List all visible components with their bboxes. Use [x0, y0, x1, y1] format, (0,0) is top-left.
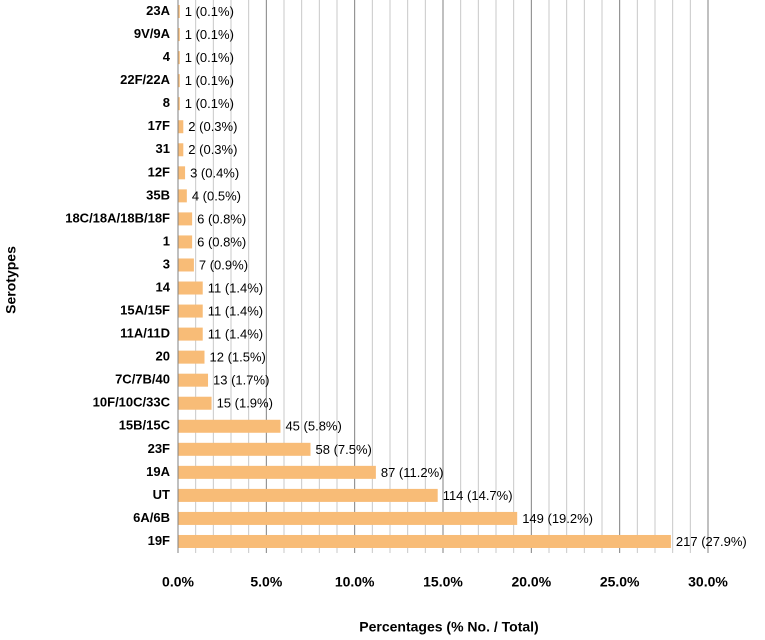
bar: [178, 281, 203, 295]
data-label: 2 (0.3%): [188, 119, 237, 134]
y-tick-label: 6A/6B: [133, 510, 170, 525]
x-tick-label: 10.0%: [335, 574, 375, 590]
y-tick-label: 12F: [148, 164, 170, 179]
x-tick-label: 15.0%: [423, 574, 463, 590]
y-tick-label: 4: [163, 49, 171, 64]
data-label: 11 (1.4%): [208, 280, 263, 295]
bar: [178, 51, 180, 65]
bar: [178, 28, 180, 42]
bar: [178, 373, 209, 387]
bar: [178, 120, 184, 134]
data-label: 15 (1.9%): [217, 396, 273, 411]
x-tick-label: 25.0%: [600, 574, 640, 590]
bar: [178, 304, 203, 318]
bar: [178, 166, 186, 180]
data-label: 13 (1.7%): [213, 373, 269, 388]
y-tick-label: 11A/11D: [120, 326, 170, 341]
x-tick-label: 0.0%: [162, 574, 194, 590]
data-label: 45 (5.8%): [285, 419, 341, 434]
data-label: 1 (0.1%): [185, 27, 234, 42]
y-tick-label: 3: [163, 256, 170, 271]
y-tick-label: 19F: [148, 533, 170, 548]
bar: [178, 235, 193, 249]
y-tick-label: 8: [163, 95, 170, 110]
y-tick-label: 18C/18A/18B/18F: [65, 210, 170, 225]
data-label: 7 (0.9%): [199, 257, 248, 272]
y-tick-label: 23F: [148, 441, 170, 456]
y-tick-label: 22F/22A: [120, 72, 170, 87]
y-tick-label: 31: [156, 141, 170, 156]
y-tick-label: 1: [163, 233, 170, 248]
y-axis-title: Serotypes: [3, 246, 19, 314]
data-label: 149 (19.2%): [522, 511, 593, 526]
bar: [178, 74, 180, 88]
data-label: 217 (27.9%): [676, 534, 747, 549]
y-tick-label: 15B/15C: [119, 418, 171, 433]
data-label: 87 (11.2%): [381, 465, 444, 480]
y-tick-label: 19A: [146, 464, 170, 479]
data-label: 11 (1.4%): [208, 327, 263, 342]
data-label: 3 (0.4%): [190, 165, 239, 180]
bar: [178, 143, 184, 157]
bar: [178, 442, 311, 456]
y-tick-label: 7C/7B/40: [115, 372, 170, 387]
bar: [178, 534, 671, 548]
data-label: 2 (0.3%): [188, 142, 237, 157]
data-label: 1 (0.1%): [185, 96, 234, 111]
bar: [178, 419, 281, 433]
x-axis-title: Percentages (% No. / Total): [359, 619, 538, 635]
data-label: 1 (0.1%): [185, 4, 234, 19]
data-label: 114 (14.7%): [443, 488, 513, 503]
bar: [178, 189, 187, 203]
data-label: 1 (0.1%): [185, 73, 234, 88]
data-label: 1 (0.1%): [185, 50, 234, 65]
y-tick-label: 9V/9A: [134, 26, 171, 41]
data-label: 6 (0.8%): [197, 211, 246, 226]
y-tick-label: 20: [156, 349, 170, 364]
data-label: 58 (7.5%): [316, 442, 372, 457]
x-tick-label: 30.0%: [688, 574, 728, 590]
data-label: 6 (0.8%): [197, 234, 246, 249]
data-label: 12 (1.5%): [210, 350, 266, 365]
y-tick-label: 35B: [146, 187, 170, 202]
x-tick-label: 20.0%: [511, 574, 551, 590]
bar: [178, 465, 376, 479]
data-label: 4 (0.5%): [192, 188, 241, 203]
bar: [178, 396, 212, 410]
bar: [178, 327, 203, 341]
bar: [178, 5, 180, 19]
bar: [178, 258, 194, 272]
y-tick-label: 14: [156, 279, 171, 294]
y-tick-label: UT: [153, 487, 170, 502]
y-tick-label: 23A: [146, 3, 170, 18]
y-tick-label: 10F/10C/33C: [93, 395, 171, 410]
y-tick-label: 15A/15F: [120, 303, 170, 318]
x-tick-label: 5.0%: [250, 574, 282, 590]
bar: [178, 350, 205, 364]
bar: [178, 97, 180, 111]
bar: [178, 488, 438, 502]
bar: [178, 212, 193, 226]
data-label: 11 (1.4%): [208, 304, 263, 319]
y-tick-label: 17F: [148, 118, 170, 133]
bar: [178, 511, 518, 525]
